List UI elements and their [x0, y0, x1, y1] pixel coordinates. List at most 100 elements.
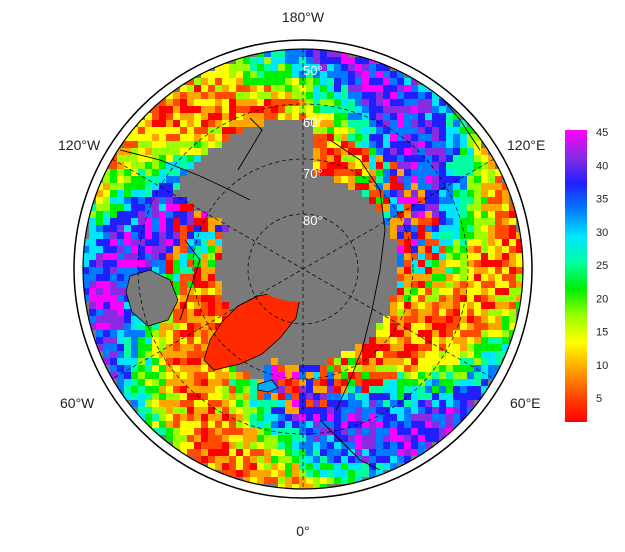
- data-pixel: [89, 309, 96, 316]
- data-pixel: [264, 71, 271, 78]
- data-pixel: [446, 330, 453, 337]
- data-pixel: [502, 239, 509, 246]
- data-pixel: [159, 162, 166, 169]
- data-pixel: [187, 92, 194, 99]
- data-pixel: [215, 393, 222, 400]
- data-pixel: [131, 365, 138, 372]
- data-pixel: [117, 358, 124, 365]
- data-pixel: [418, 428, 425, 435]
- data-pixel: [306, 71, 313, 78]
- data-pixel: [383, 386, 390, 393]
- data-pixel: [278, 400, 285, 407]
- data-pixel: [404, 197, 411, 204]
- data-pixel: [194, 393, 201, 400]
- data-pixel: [194, 267, 201, 274]
- data-pixel: [236, 379, 243, 386]
- data-pixel: [138, 218, 145, 225]
- data-pixel: [446, 162, 453, 169]
- data-pixel: [453, 358, 460, 365]
- data-pixel: [460, 211, 467, 218]
- data-pixel: [180, 204, 187, 211]
- data-pixel: [481, 337, 488, 344]
- data-pixel: [229, 379, 236, 386]
- data-pixel: [215, 239, 222, 246]
- data-pixel: [180, 169, 187, 176]
- data-pixel: [89, 225, 96, 232]
- data-pixel: [159, 372, 166, 379]
- data-pixel: [376, 421, 383, 428]
- data-pixel: [474, 344, 481, 351]
- data-pixel: [103, 351, 110, 358]
- data-pixel: [397, 393, 404, 400]
- data-pixel: [299, 64, 306, 71]
- data-pixel: [460, 393, 467, 400]
- data-pixel: [187, 351, 194, 358]
- data-pixel: [215, 71, 222, 78]
- data-pixel: [404, 400, 411, 407]
- data-pixel: [369, 64, 376, 71]
- data-pixel: [306, 386, 313, 393]
- data-pixel: [341, 449, 348, 456]
- data-pixel: [390, 435, 397, 442]
- data-pixel: [222, 225, 229, 232]
- data-pixel: [334, 379, 341, 386]
- colorbar-tick-label: 5: [596, 393, 602, 405]
- data-pixel: [145, 407, 152, 414]
- data-pixel: [453, 211, 460, 218]
- data-pixel: [271, 358, 278, 365]
- data-pixel: [145, 239, 152, 246]
- data-pixel: [124, 260, 131, 267]
- data-pixel: [481, 316, 488, 323]
- data-pixel: [432, 435, 439, 442]
- data-pixel: [446, 197, 453, 204]
- data-pixel: [341, 470, 348, 477]
- data-pixel: [201, 449, 208, 456]
- data-pixel: [173, 393, 180, 400]
- data-pixel: [467, 330, 474, 337]
- data-pixel: [404, 442, 411, 449]
- data-pixel: [201, 106, 208, 113]
- data-pixel: [166, 330, 173, 337]
- data-pixel: [453, 407, 460, 414]
- data-pixel: [166, 260, 173, 267]
- data-pixel: [488, 365, 495, 372]
- data-pixel: [89, 260, 96, 267]
- data-pixel: [390, 92, 397, 99]
- data-pixel: [222, 106, 229, 113]
- data-pixel: [159, 393, 166, 400]
- data-pixel: [383, 120, 390, 127]
- data-pixel: [411, 316, 418, 323]
- data-pixel: [180, 99, 187, 106]
- data-pixel: [201, 309, 208, 316]
- data-pixel: [243, 85, 250, 92]
- data-pixel: [250, 113, 257, 120]
- data-pixel: [369, 365, 376, 372]
- data-pixel: [376, 120, 383, 127]
- data-pixel: [264, 106, 271, 113]
- data-pixel: [341, 393, 348, 400]
- data-pixel: [495, 267, 502, 274]
- data-pixel: [299, 50, 306, 57]
- data-pixel: [460, 253, 467, 260]
- data-pixel: [152, 323, 159, 330]
- data-pixel: [383, 106, 390, 113]
- data-pixel: [369, 148, 376, 155]
- data-pixel: [180, 442, 187, 449]
- data-pixel: [383, 442, 390, 449]
- data-pixel: [397, 274, 404, 281]
- data-pixel: [117, 337, 124, 344]
- data-pixel: [432, 253, 439, 260]
- data-pixel: [383, 316, 390, 323]
- data-pixel: [474, 134, 481, 141]
- data-pixel: [257, 78, 264, 85]
- data-pixel: [404, 127, 411, 134]
- data-pixel: [488, 190, 495, 197]
- data-pixel: [166, 134, 173, 141]
- data-pixel: [173, 400, 180, 407]
- data-pixel: [180, 358, 187, 365]
- data-pixel: [481, 183, 488, 190]
- data-pixel: [369, 449, 376, 456]
- data-pixel: [348, 442, 355, 449]
- data-pixel: [348, 141, 355, 148]
